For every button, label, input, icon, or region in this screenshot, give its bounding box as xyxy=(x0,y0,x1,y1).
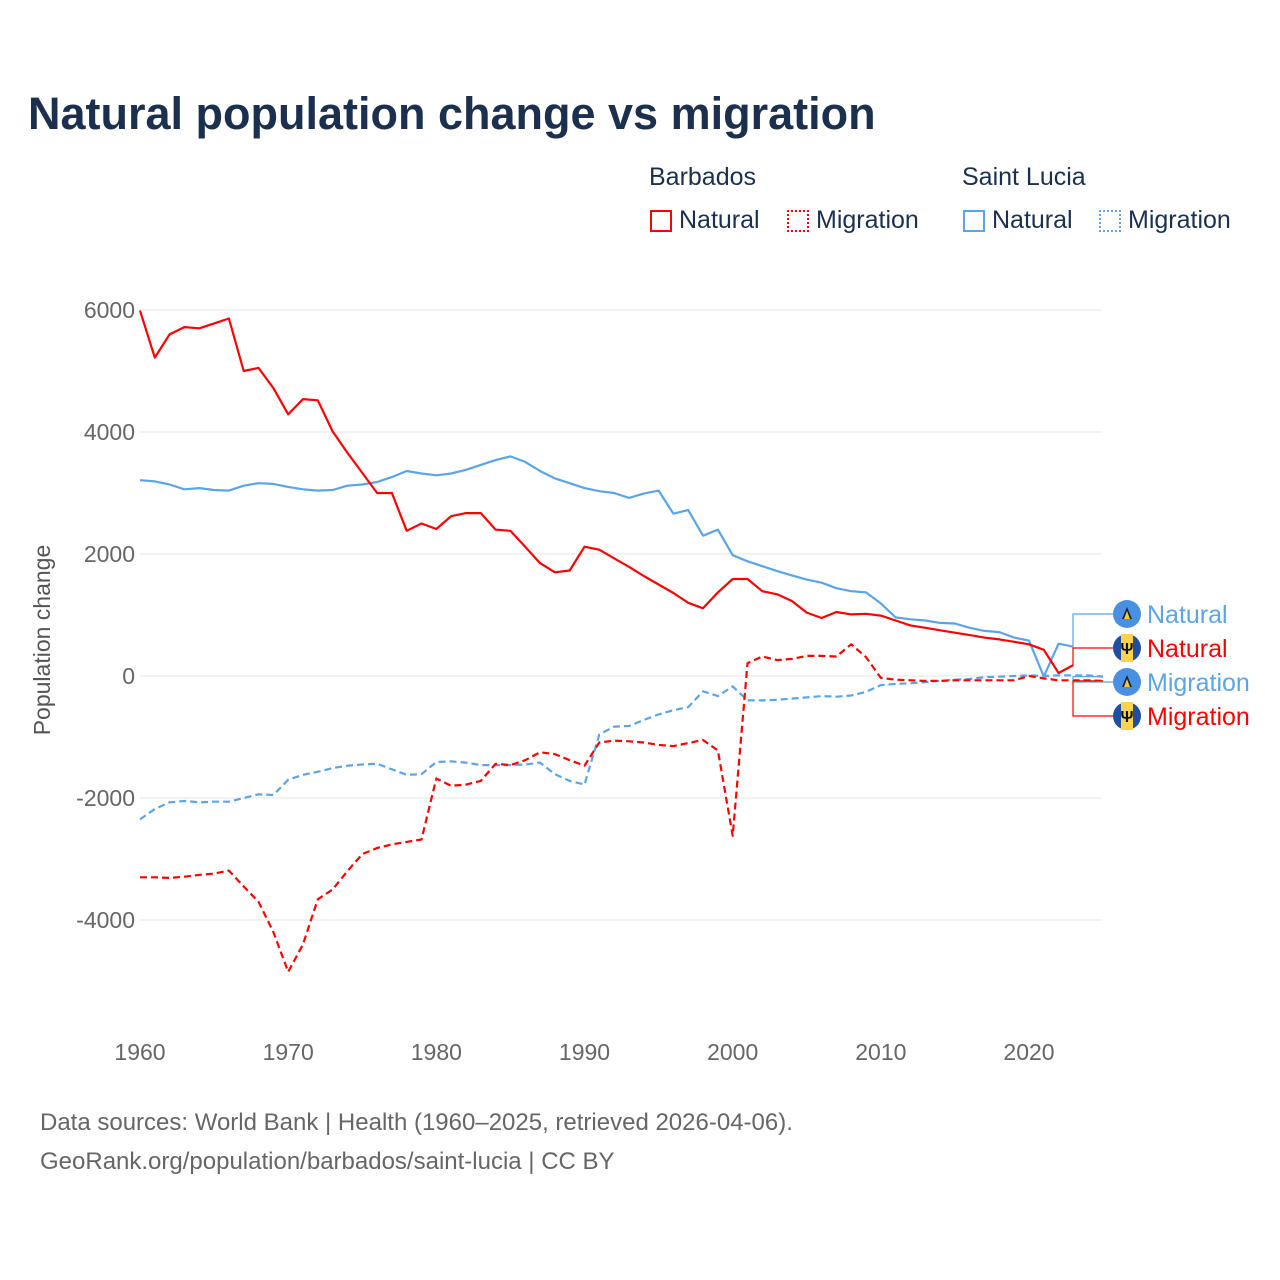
legend-swatch-solid xyxy=(650,209,672,232)
connector-line xyxy=(1072,680,1113,717)
x-tick-label: 1990 xyxy=(559,1039,610,1065)
chart-title: Natural population change vs migration xyxy=(28,88,876,139)
connector-line xyxy=(1072,647,1113,666)
y-tick-label: -2000 xyxy=(76,785,135,811)
end-label-text: Migration xyxy=(1147,669,1250,697)
legend-label: Migration xyxy=(1128,206,1231,234)
legend-item-saint-lucia-migration[interactable]: Migration xyxy=(1099,206,1231,235)
legend-label: Natural xyxy=(992,206,1073,234)
legend-swatch-dotted xyxy=(1099,209,1121,232)
footer-sources: Data sources: World Bank | Health (1960–… xyxy=(40,1109,793,1136)
x-tick-label: 2020 xyxy=(1003,1039,1054,1065)
trident-glyph: Ψ xyxy=(1121,709,1134,726)
x-tick-label: 2010 xyxy=(855,1039,906,1065)
legend-group-barbados: Barbados xyxy=(649,163,757,191)
end-label-saint-lucia-natural: Natural xyxy=(1072,600,1228,648)
x-tick-label: 1970 xyxy=(263,1039,314,1065)
flag-triangle-inner xyxy=(1124,679,1130,687)
series-line-barbados-migration xyxy=(140,643,1104,973)
trident-glyph: Ψ xyxy=(1121,641,1134,658)
series-line-saint-lucia-natural xyxy=(139,455,1074,678)
legend-item-barbados-migration[interactable]: Migration xyxy=(787,206,919,235)
y-axis-label: Population change xyxy=(29,545,55,736)
legend-label: Migration xyxy=(816,206,919,234)
y-tick-label: 0 xyxy=(122,663,135,689)
flag-stripe xyxy=(1121,702,1133,730)
legend-item-saint-lucia-natural[interactable]: Natural xyxy=(963,206,1073,235)
connector-line xyxy=(1072,676,1113,683)
end-label-text: Natural xyxy=(1147,601,1228,629)
y-tick-label: 6000 xyxy=(84,297,135,323)
series-line-barbados-natural xyxy=(138,310,1074,675)
legend-swatch-solid xyxy=(963,209,985,232)
legend-swatch-dotted xyxy=(787,209,809,232)
x-tick-label: 1960 xyxy=(114,1039,165,1065)
legend-group-saint-lucia: Saint Lucia xyxy=(962,163,1086,191)
flag-triangle-inner xyxy=(1124,611,1130,619)
y-tick-label: 4000 xyxy=(84,419,135,445)
legend-item-barbados-natural[interactable]: Natural xyxy=(650,206,760,235)
footer-link[interactable]: GeoRank.org/population/barbados/saint-lu… xyxy=(40,1148,615,1175)
x-tick-label: 1980 xyxy=(411,1039,462,1065)
end-label-barbados-natural: Ψ Natural xyxy=(1072,634,1228,666)
legend-label: Natural xyxy=(679,206,760,234)
end-label-text: Natural xyxy=(1147,635,1228,663)
end-label-saint-lucia-migration: Migration xyxy=(1072,668,1250,697)
y-tick-label: 2000 xyxy=(84,541,135,567)
x-tick-label: 2000 xyxy=(707,1039,758,1065)
y-tick-label: -4000 xyxy=(76,907,135,933)
end-label-text: Migration xyxy=(1147,703,1250,731)
end-label-barbados-migration: Ψ Migration xyxy=(1072,680,1250,731)
flag-stripe xyxy=(1121,634,1133,662)
connector-line xyxy=(1072,613,1113,648)
